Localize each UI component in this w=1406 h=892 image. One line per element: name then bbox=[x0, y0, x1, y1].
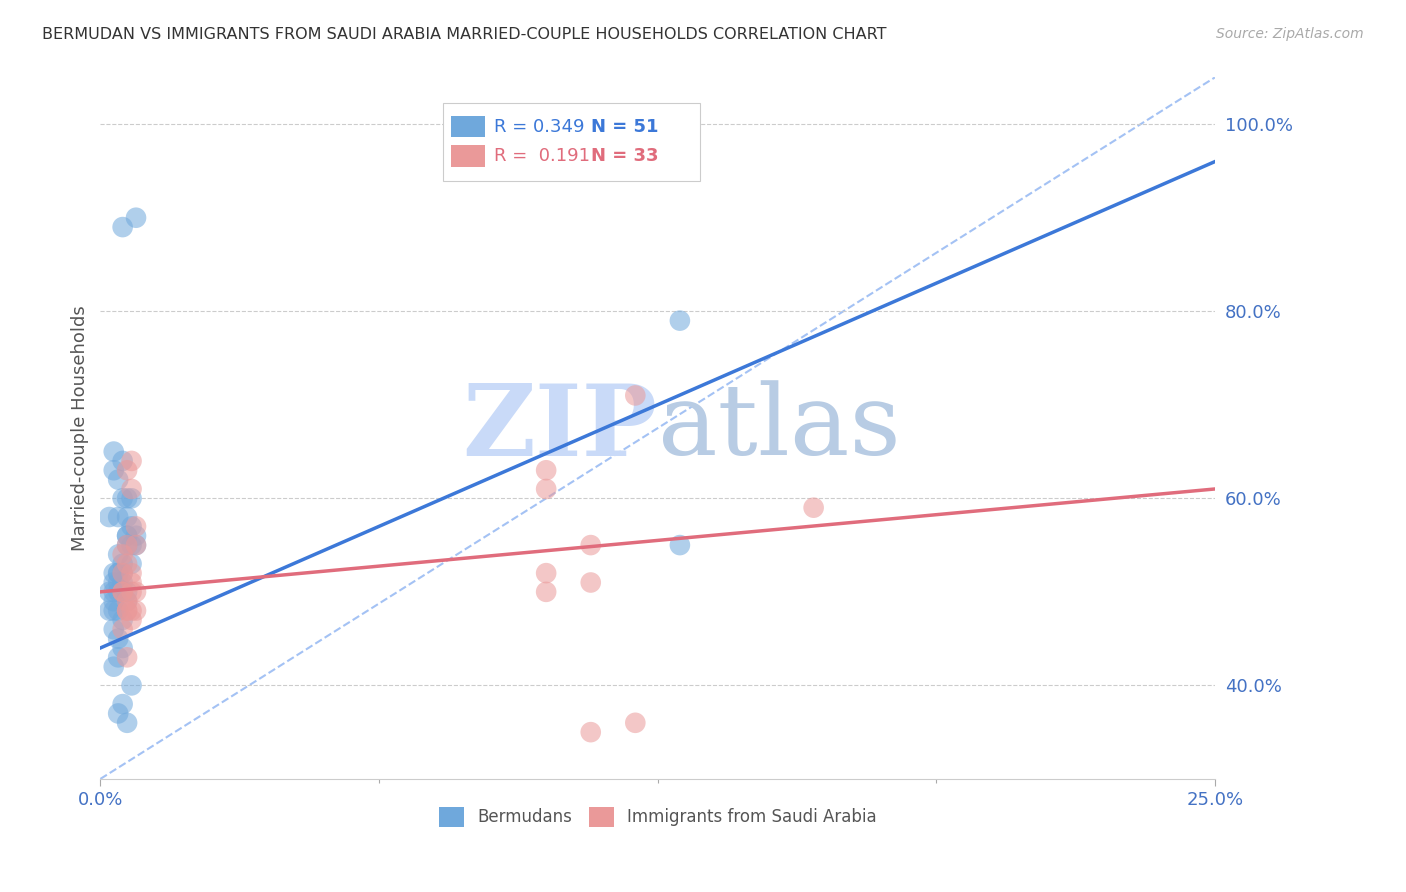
Point bbox=[107, 548, 129, 562]
Point bbox=[111, 566, 134, 581]
Y-axis label: Married-couple Households: Married-couple Households bbox=[72, 305, 89, 551]
Point bbox=[125, 538, 148, 552]
Point bbox=[115, 538, 138, 552]
Point bbox=[121, 575, 143, 590]
Point bbox=[125, 538, 148, 552]
Point bbox=[115, 603, 138, 617]
Point bbox=[103, 659, 125, 673]
Point bbox=[624, 388, 647, 402]
Point bbox=[107, 603, 129, 617]
Text: ZIP: ZIP bbox=[463, 380, 658, 476]
Point bbox=[111, 613, 134, 627]
Point bbox=[103, 566, 125, 581]
Point bbox=[579, 575, 602, 590]
Point bbox=[115, 510, 138, 524]
Point bbox=[103, 463, 125, 477]
Point bbox=[125, 585, 148, 599]
Point bbox=[107, 510, 129, 524]
Point bbox=[115, 650, 138, 665]
Point bbox=[111, 566, 134, 581]
Point bbox=[125, 603, 148, 617]
Point bbox=[669, 313, 692, 327]
Text: BERMUDAN VS IMMIGRANTS FROM SAUDI ARABIA MARRIED-COUPLE HOUSEHOLDS CORRELATION C: BERMUDAN VS IMMIGRANTS FROM SAUDI ARABIA… bbox=[42, 27, 887, 42]
Point bbox=[115, 491, 138, 506]
Point bbox=[98, 510, 121, 524]
Point bbox=[121, 491, 143, 506]
Point bbox=[534, 585, 557, 599]
Legend: Bermudans, Immigrants from Saudi Arabia: Bermudans, Immigrants from Saudi Arabia bbox=[432, 800, 883, 834]
Point bbox=[111, 585, 134, 599]
Point bbox=[107, 575, 129, 590]
Point bbox=[125, 211, 148, 225]
Point bbox=[98, 603, 121, 617]
Point bbox=[107, 632, 129, 646]
Point bbox=[111, 640, 134, 655]
Point bbox=[115, 585, 138, 599]
Point bbox=[121, 566, 143, 581]
Point bbox=[121, 454, 143, 468]
Point bbox=[107, 585, 129, 599]
Text: Source: ZipAtlas.com: Source: ZipAtlas.com bbox=[1216, 27, 1364, 41]
FancyBboxPatch shape bbox=[443, 103, 700, 181]
Point bbox=[624, 715, 647, 730]
Point bbox=[115, 529, 138, 543]
Point bbox=[103, 603, 125, 617]
Point bbox=[121, 519, 143, 533]
Point bbox=[103, 594, 125, 608]
Point bbox=[107, 473, 129, 487]
Point bbox=[115, 594, 138, 608]
Point bbox=[107, 566, 129, 581]
Point bbox=[115, 715, 138, 730]
Point bbox=[111, 575, 134, 590]
Point bbox=[534, 482, 557, 496]
Point bbox=[115, 557, 138, 571]
Point bbox=[111, 585, 134, 599]
Point bbox=[103, 575, 125, 590]
Point bbox=[107, 706, 129, 721]
Point bbox=[111, 585, 134, 599]
Point bbox=[121, 585, 143, 599]
Point bbox=[803, 500, 825, 515]
Text: N = 51: N = 51 bbox=[591, 118, 658, 136]
Point bbox=[111, 454, 134, 468]
FancyBboxPatch shape bbox=[451, 116, 485, 137]
Point bbox=[579, 538, 602, 552]
Point bbox=[121, 482, 143, 496]
Point bbox=[125, 529, 148, 543]
Point bbox=[103, 444, 125, 458]
Point bbox=[534, 566, 557, 581]
Point bbox=[107, 650, 129, 665]
Text: N = 33: N = 33 bbox=[591, 147, 658, 165]
Point bbox=[669, 538, 692, 552]
Point bbox=[111, 697, 134, 711]
Point bbox=[115, 529, 138, 543]
Point bbox=[121, 678, 143, 692]
Point bbox=[121, 613, 143, 627]
Point bbox=[125, 519, 148, 533]
Point bbox=[115, 463, 138, 477]
Point bbox=[111, 491, 134, 506]
Text: atlas: atlas bbox=[658, 380, 900, 476]
FancyBboxPatch shape bbox=[451, 145, 485, 167]
Point bbox=[103, 622, 125, 636]
Point bbox=[107, 566, 129, 581]
Point bbox=[115, 603, 138, 617]
Point bbox=[534, 463, 557, 477]
Point bbox=[121, 538, 143, 552]
Point bbox=[103, 585, 125, 599]
Point bbox=[111, 557, 134, 571]
Point bbox=[111, 220, 134, 235]
Point bbox=[98, 585, 121, 599]
Point bbox=[111, 548, 134, 562]
Point bbox=[579, 725, 602, 739]
Point bbox=[111, 622, 134, 636]
Text: R =  0.191: R = 0.191 bbox=[494, 147, 589, 165]
Point bbox=[121, 603, 143, 617]
Point bbox=[115, 594, 138, 608]
Text: R = 0.349: R = 0.349 bbox=[494, 118, 585, 136]
Point bbox=[121, 557, 143, 571]
Point bbox=[115, 538, 138, 552]
